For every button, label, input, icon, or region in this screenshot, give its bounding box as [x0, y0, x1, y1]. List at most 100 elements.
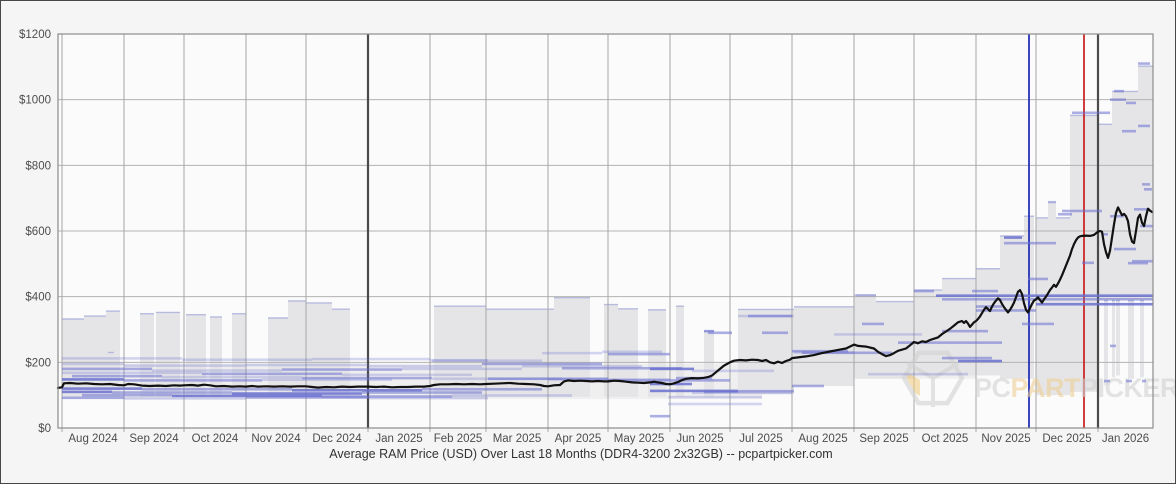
range-band — [1140, 300, 1144, 378]
listing-segment — [1028, 277, 1048, 281]
listing-segment — [452, 394, 572, 397]
listing-segment — [692, 369, 774, 373]
listing-segment — [1110, 214, 1124, 218]
listing-segment — [1058, 212, 1072, 216]
listing-segment — [1142, 379, 1146, 383]
listing-segment — [704, 390, 738, 394]
chart-title: Average RAM Price (USD) Over Last 18 Mon… — [329, 447, 832, 461]
listing-segment — [62, 357, 182, 360]
range-band — [1128, 300, 1134, 379]
range-band — [1116, 300, 1120, 376]
listing-segment — [368, 396, 488, 400]
listing-segment — [562, 366, 682, 370]
listing-segment — [942, 297, 1153, 301]
listing-segment — [1132, 259, 1153, 263]
listing-segment — [1082, 261, 1094, 265]
y-axis-tick-label: $200 — [25, 357, 51, 369]
listing-segment — [162, 375, 302, 379]
listing-segment — [1022, 322, 1054, 326]
listing-segment — [422, 387, 542, 391]
listing-segment — [522, 364, 642, 368]
listing-segment — [282, 368, 402, 371]
listing-segment — [958, 359, 1002, 363]
y-axis-tick-label: $1200 — [19, 29, 51, 41]
range-band — [704, 331, 714, 397]
range-band — [738, 309, 794, 395]
listing-segment — [312, 357, 430, 361]
range-band — [288, 300, 306, 397]
listing-segment — [608, 379, 730, 382]
listing-segment — [1142, 183, 1150, 186]
x-axis-month-label: Jan 2026 — [1102, 433, 1149, 445]
range-band — [1112, 91, 1138, 300]
listing-segment — [432, 359, 542, 362]
x-axis-month-label: Apr 2025 — [555, 433, 602, 445]
range-band — [268, 318, 288, 397]
watermark-group: PCPARTPICKER — [901, 350, 1176, 407]
x-axis-month-label: Feb 2025 — [434, 433, 483, 445]
listing-segment — [650, 414, 670, 418]
listing-segment — [232, 392, 362, 395]
listing-segment — [650, 389, 738, 393]
x-axis-month-label: Sep 2025 — [859, 433, 908, 445]
range-band — [156, 312, 180, 397]
average-price-path — [56, 206, 1154, 389]
x-axis-month-label: Aug 2025 — [798, 433, 847, 445]
listing-segment — [942, 356, 992, 360]
listing-segment — [942, 329, 988, 333]
watermark-cube-icon — [901, 350, 965, 406]
listing-segment — [1110, 98, 1126, 101]
range-band — [914, 290, 942, 376]
range-band — [434, 306, 486, 397]
listing-segment — [246, 396, 368, 399]
listing-segment — [792, 384, 824, 388]
listing-segment — [124, 397, 246, 400]
listing-segment — [936, 294, 1153, 297]
watermark-cube-edges — [906, 361, 960, 407]
range-band — [1138, 66, 1153, 300]
listing-segment — [322, 395, 452, 398]
range-band — [108, 352, 114, 356]
watermark-text: PCPARTPICKER — [974, 373, 1176, 403]
listing-segment — [602, 350, 662, 354]
listing-segment — [292, 388, 422, 392]
y-axis-tick-label: $800 — [25, 160, 51, 172]
range-band — [854, 295, 876, 379]
listing-segment — [1036, 302, 1153, 306]
range-band — [140, 313, 154, 397]
range-band — [976, 268, 1000, 376]
range-band — [1104, 300, 1108, 386]
listing-segment — [402, 367, 522, 371]
listing-segment — [62, 362, 124, 366]
listing-segment — [542, 351, 602, 355]
listing-segment — [972, 289, 998, 293]
listing-segment — [262, 378, 392, 382]
pcpartpicker-watermark: PCPARTPICKER — [901, 350, 1176, 407]
listing-segment — [1004, 236, 1022, 239]
listing-segment — [62, 396, 124, 400]
y-axis-tick-label: $400 — [25, 292, 51, 304]
range-band — [486, 309, 554, 397]
listing-segment — [62, 390, 112, 394]
listing-segment — [862, 322, 884, 326]
event-lines — [1028, 34, 1085, 428]
listing-segment — [1126, 379, 1132, 383]
listing-segment — [342, 373, 472, 377]
x-axis-month-label: Jun 2025 — [676, 433, 723, 445]
y-axis-tick-label: $600 — [25, 226, 51, 238]
range-band — [232, 313, 246, 397]
listing-segment — [202, 372, 342, 376]
listing-segment — [488, 377, 608, 381]
x-axis-month-label: Dec 2024 — [312, 433, 362, 445]
listing-segment — [608, 352, 670, 356]
listing-segment — [302, 376, 432, 380]
x-axis-month-label: May 2025 — [614, 433, 665, 445]
listing-segment — [834, 333, 922, 336]
listing-segment — [1128, 261, 1148, 265]
range-band — [1056, 217, 1070, 396]
plot-border-rect — [57, 33, 1154, 429]
listing-segment — [124, 379, 262, 382]
x-axis-month-label: Mar 2025 — [493, 433, 542, 445]
range-band — [794, 306, 854, 386]
